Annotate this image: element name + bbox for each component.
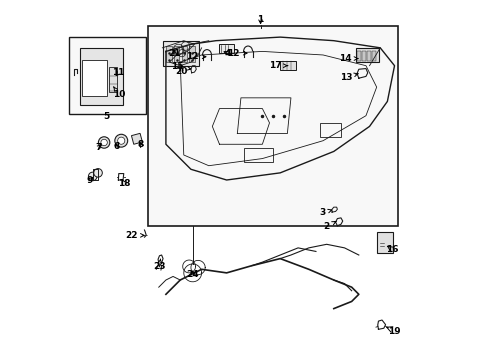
Text: 22: 22 (124, 231, 144, 240)
Text: 11: 11 (112, 68, 125, 77)
Bar (376, 232, 392, 253)
Text: 9: 9 (87, 176, 93, 185)
Bar (244, 148, 272, 162)
Text: 10: 10 (112, 87, 125, 99)
Bar (355, 48, 378, 62)
Text: 4: 4 (224, 49, 231, 58)
Bar (181, 46, 187, 62)
Bar (280, 61, 296, 70)
Bar (189, 46, 195, 62)
Text: 24: 24 (186, 270, 199, 279)
Bar (80, 48, 123, 105)
Text: 12: 12 (227, 49, 246, 58)
Text: 12: 12 (186, 52, 205, 61)
Bar (372, 51, 375, 61)
Bar (362, 51, 365, 61)
Text: 1: 1 (257, 15, 263, 24)
Text: 20: 20 (175, 67, 187, 76)
Bar (131, 133, 142, 144)
Circle shape (94, 168, 102, 177)
Text: 13: 13 (339, 73, 357, 82)
Text: 18: 18 (118, 179, 130, 188)
Circle shape (118, 137, 124, 144)
Text: 8: 8 (138, 140, 144, 149)
Text: 17: 17 (269, 61, 287, 70)
Text: 19: 19 (387, 327, 400, 336)
Circle shape (101, 139, 107, 146)
FancyBboxPatch shape (69, 37, 146, 114)
Circle shape (115, 134, 127, 147)
Text: 14: 14 (338, 54, 357, 63)
Bar (109, 67, 117, 93)
Bar (357, 51, 360, 61)
Bar (165, 46, 171, 62)
Bar (366, 51, 370, 61)
Text: 23: 23 (153, 259, 165, 271)
Text: 5: 5 (103, 112, 109, 121)
Bar (219, 44, 233, 53)
FancyBboxPatch shape (148, 26, 397, 226)
Text: 15: 15 (171, 62, 190, 71)
Bar (319, 123, 340, 137)
Text: 21: 21 (168, 49, 181, 58)
Circle shape (98, 137, 110, 148)
Text: 6: 6 (113, 141, 120, 150)
Text: 7: 7 (95, 143, 102, 152)
Bar (82, 60, 107, 96)
Text: 2: 2 (323, 222, 335, 231)
Text: 3: 3 (319, 208, 331, 217)
Bar (163, 41, 199, 66)
Bar (173, 46, 179, 62)
Text: 16: 16 (385, 245, 397, 254)
Circle shape (88, 172, 97, 181)
